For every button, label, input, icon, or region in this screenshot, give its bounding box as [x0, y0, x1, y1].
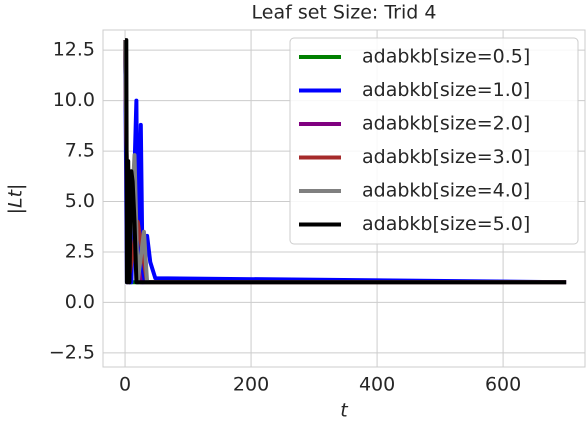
plot-frame	[102, 29, 586, 368]
series-line	[124, 38, 567, 285]
y-tick-label: 7.5	[65, 140, 95, 162]
y-tick-label: 0.0	[65, 291, 95, 313]
legend-label: adabkb[size=2.0]	[362, 113, 530, 135]
x-axis-label: t	[340, 400, 349, 422]
y-tick-label: 12.5	[53, 39, 95, 61]
legend-label: adabkb[size=3.0]	[362, 146, 530, 168]
x-tick-label: 0	[119, 374, 131, 396]
legend: adabkb[size=0.5] adabkb[size=1.0] adabkb[s…	[289, 37, 579, 245]
y-tick-label: −2.5	[49, 341, 95, 363]
y-tick-label: 2.5	[65, 240, 95, 262]
legend-label: adabkb[size=1.0]	[362, 79, 530, 101]
legend-box	[289, 37, 579, 245]
chart-title: Leaf set Size: Trid 4	[252, 2, 437, 24]
legend-label: adabkb[size=5.0]	[362, 213, 530, 235]
y-tick-label: 10.0	[53, 89, 95, 111]
legend-label: adabkb[size=0.5]	[362, 46, 530, 68]
x-tick-label: 200	[233, 374, 269, 396]
y-axis-label: |Lt|	[5, 184, 27, 215]
x-tick-label: 600	[485, 374, 521, 396]
y-tick-label: 5.0	[65, 190, 95, 212]
legend-label: adabkb[size=4.0]	[362, 180, 530, 202]
x-tick-label: 400	[359, 374, 395, 396]
